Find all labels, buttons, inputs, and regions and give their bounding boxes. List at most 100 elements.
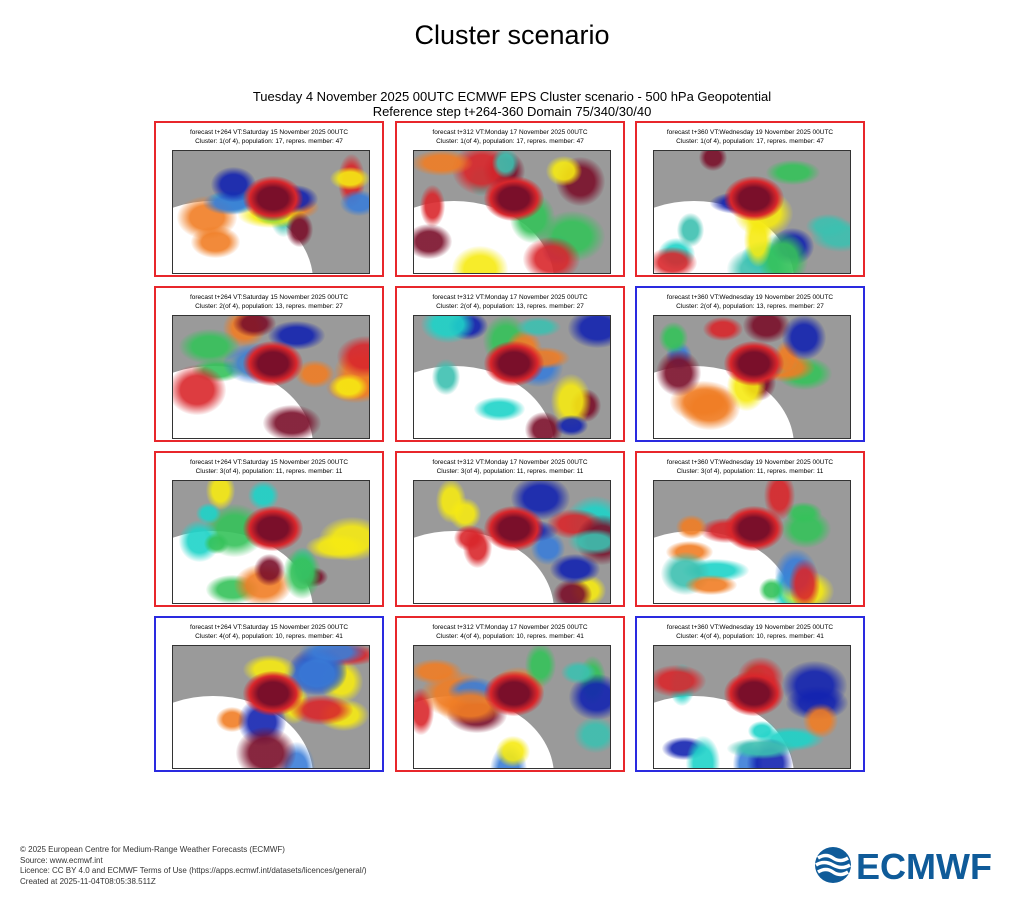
anomaly-blob <box>568 316 610 349</box>
cluster-panel: forecast t+312 VT:Monday 17 November 202… <box>395 451 625 607</box>
anomaly-blob <box>414 224 453 259</box>
anomaly-blob <box>676 514 707 539</box>
panel-cluster-label: Cluster: 4(of 4), population: 10, repres… <box>195 633 343 640</box>
cluster-panel: forecast t+360 VT:Wednesday 19 November … <box>635 451 865 607</box>
anomaly-blob <box>654 664 707 697</box>
anomaly-map <box>172 480 370 604</box>
anomaly-blob <box>567 529 610 555</box>
anomaly-blob <box>680 386 741 431</box>
anomaly-blob <box>235 726 296 768</box>
anomaly-blob <box>195 503 222 525</box>
cluster-panel: forecast t+360 VT:Wednesday 19 November … <box>635 616 865 772</box>
anomaly-blob <box>253 554 285 586</box>
anomaly-blob <box>758 578 784 602</box>
panel-cluster-label: Cluster: 4(of 4), population: 10, repres… <box>676 633 824 640</box>
licence: Licence: CC BY 4.0 and ECMWF Terms of Us… <box>20 866 367 875</box>
panel-forecast-label: forecast t+264 VT:Saturday 15 November 2… <box>189 459 349 466</box>
cluster-panel: forecast t+312 VT:Monday 17 November 202… <box>395 616 625 772</box>
panel-forecast-label: forecast t+312 VT:Monday 17 November 202… <box>432 459 588 466</box>
anomaly-blob <box>522 236 580 273</box>
anomaly-blob <box>328 374 369 400</box>
anomaly-blob <box>484 671 544 716</box>
anomaly-blob <box>555 415 588 436</box>
panel-forecast-label: forecast t+264 VT:Saturday 15 November 2… <box>189 294 349 301</box>
created-at: Created at 2025-11-04T08:05:38.511Z <box>20 876 156 886</box>
anomaly-blob <box>684 574 737 596</box>
anomaly-blob <box>703 317 743 342</box>
anomaly-blob <box>340 190 369 216</box>
panel-cluster-label: Cluster: 2(of 4), population: 13, repres… <box>676 303 824 310</box>
copyright: © 2025 European Centre for Medium-Range … <box>20 845 285 854</box>
anomaly-blob <box>306 534 367 560</box>
anomaly-blob <box>698 151 727 171</box>
anomaly-blob <box>765 159 821 185</box>
svg-text:ECMWF: ECMWF <box>856 846 992 884</box>
source: Source: www.ecmwf.int <box>20 855 103 865</box>
panel-forecast-label: forecast t+264 VT:Saturday 15 November 2… <box>189 624 349 631</box>
anomaly-blob <box>432 359 460 396</box>
anomaly-blob <box>414 659 462 685</box>
anomaly-blob <box>190 226 241 258</box>
anomaly-blob <box>484 341 544 386</box>
anomaly-blob <box>248 481 279 511</box>
cluster-panel: forecast t+264 VT:Saturday 15 November 2… <box>154 121 384 277</box>
anomaly-blob <box>435 481 466 523</box>
anomaly-blob <box>677 213 704 247</box>
anomaly-blob <box>474 396 525 422</box>
anomaly-map <box>413 315 611 439</box>
cluster-panel: forecast t+360 VT:Wednesday 19 November … <box>635 121 865 277</box>
anomaly-blob <box>724 341 784 386</box>
anomaly-blob <box>496 735 531 768</box>
anomaly-blob <box>747 720 777 741</box>
panel-forecast-label: forecast t+360 VT:Wednesday 19 November … <box>666 624 834 631</box>
anomaly-map <box>172 150 370 274</box>
panel-forecast-label: forecast t+360 VT:Wednesday 19 November … <box>666 294 834 301</box>
panel-cluster-label: Cluster: 4(of 4), population: 10, repres… <box>436 633 584 640</box>
anomaly-map <box>653 315 851 439</box>
anomaly-blob <box>515 316 562 338</box>
anomaly-blob <box>203 533 230 555</box>
anomaly-blob <box>414 151 474 176</box>
panel-cluster-label: Cluster: 3(of 4), population: 11, repres… <box>436 468 584 475</box>
panel-cluster-label: Cluster: 2(of 4), population: 13, repres… <box>195 303 343 310</box>
anomaly-blob <box>656 349 702 397</box>
anomaly-map <box>653 480 851 604</box>
anomaly-map <box>413 645 611 769</box>
anomaly-blob <box>781 509 832 548</box>
chart-subtitle: Tuesday 4 November 2025 00UTC ECMWF EPS … <box>252 89 772 104</box>
anomaly-map <box>172 315 370 439</box>
ecmwf-logo: ECMWF <box>814 846 1009 887</box>
cluster-panel: forecast t+312 VT:Monday 17 November 202… <box>395 286 625 442</box>
anomaly-blob <box>726 738 797 759</box>
panel-cluster-label: Cluster: 2(of 4), population: 13, repres… <box>436 303 584 310</box>
anomaly-blob <box>805 213 850 239</box>
anomaly-blob <box>243 176 303 221</box>
anomaly-blob <box>724 671 784 716</box>
panel-cluster-label: Cluster: 1(of 4), population: 17, repres… <box>195 138 343 145</box>
anomaly-blob <box>491 151 520 178</box>
anomaly-blob <box>658 321 688 355</box>
panel-cluster-label: Cluster: 3(of 4), population: 11, repres… <box>195 468 343 475</box>
panel-forecast-label: forecast t+312 VT:Monday 17 November 202… <box>432 129 588 136</box>
anomaly-map <box>172 645 370 769</box>
anomaly-blob <box>329 167 369 191</box>
panel-forecast-label: forecast t+360 VT:Wednesday 19 November … <box>666 129 834 136</box>
anomaly-blob <box>233 316 277 338</box>
anomaly-blob <box>173 365 226 415</box>
anomaly-blob <box>484 506 544 551</box>
panel-forecast-label: forecast t+264 VT:Saturday 15 November 2… <box>189 129 349 136</box>
anomaly-blob <box>654 246 697 273</box>
panel-cluster-label: Cluster: 1(of 4), population: 17, repres… <box>436 138 584 145</box>
panel-cluster-label: Cluster: 3(of 4), population: 11, repres… <box>676 468 824 475</box>
anomaly-blob <box>262 405 321 438</box>
anomaly-blob <box>243 671 303 716</box>
cluster-panel: forecast t+264 VT:Saturday 15 November 2… <box>154 451 384 607</box>
cluster-panel: forecast t+312 VT:Monday 17 November 202… <box>395 121 625 277</box>
anomaly-map <box>653 150 851 274</box>
anomaly-blob <box>282 548 322 600</box>
chart-reference-step: Reference step t+264-360 Domain 75/340/3… <box>372 104 652 119</box>
panel-forecast-label: forecast t+312 VT:Monday 17 November 202… <box>432 294 588 301</box>
cluster-panel: forecast t+264 VT:Saturday 15 November 2… <box>154 616 384 772</box>
page-title: Cluster scenario <box>414 20 610 50</box>
